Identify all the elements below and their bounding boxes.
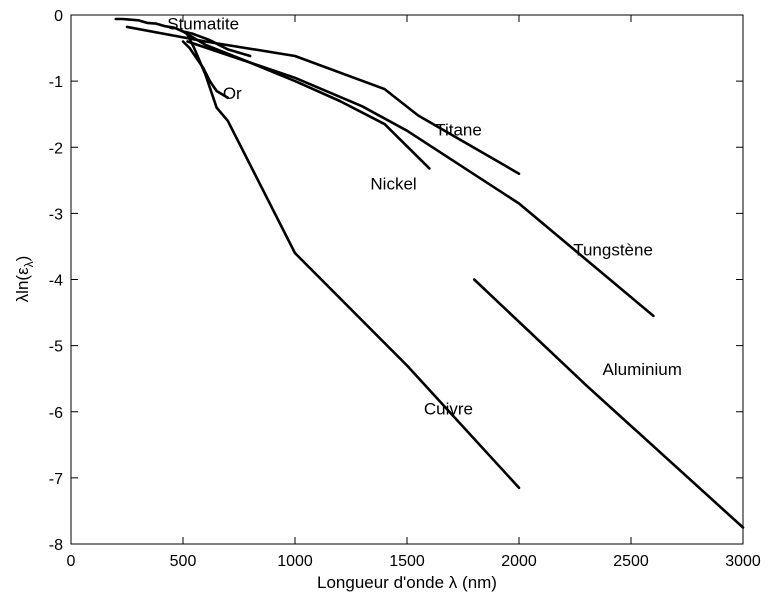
x-axis-title: Longueur d'onde λ (nm) <box>317 573 497 592</box>
y-tick-label: -8 <box>49 537 63 554</box>
y-tick-label: -7 <box>49 471 63 488</box>
series-line-tungstene <box>186 40 655 318</box>
plot-frame <box>70 14 744 545</box>
series-line-cuivre <box>186 33 521 490</box>
x-tick-label: 2500 <box>613 553 649 570</box>
y-tick-label: -6 <box>49 405 63 422</box>
y-tick-label: -5 <box>49 339 63 356</box>
tick-marks <box>70 14 744 545</box>
x-tick-label: 3000 <box>725 553 761 570</box>
series-line-stumatite <box>114 17 252 58</box>
series-label-tungstene: Tungstène <box>573 241 653 260</box>
series-line-nickel <box>181 30 431 170</box>
series-label-aluminium: Aluminium <box>603 360 682 379</box>
y-tick-label: -4 <box>49 273 63 290</box>
series-labels: Stumatite Or Cuivre Nickel Titane Tungstène Al… <box>167 15 682 419</box>
x-tick-label: 0 <box>67 553 76 570</box>
y-tick-label: -3 <box>49 206 63 223</box>
series-label-stumatite: Stumatite <box>167 15 239 34</box>
y-tick-label: -1 <box>49 74 63 91</box>
series-lines <box>114 17 745 529</box>
series-line-aluminium <box>472 278 745 529</box>
x-tick-label: 500 <box>170 553 197 570</box>
series-label-nickel: Nickel <box>370 175 416 194</box>
series-line-titane <box>125 25 521 175</box>
series-label-titane: Titane <box>435 120 482 139</box>
y-tick-label: 0 <box>54 8 63 25</box>
y-axis-title-close: ) <box>13 256 32 262</box>
y-axis-title-subscript: λ <box>22 261 36 267</box>
y-axis-title-main: λln(ε <box>13 267 32 302</box>
tick-labels: 0 500 1000 1500 2000 2500 3000 0 -1 -2 -3 -4 -5 -6 -7 -… <box>49 8 761 570</box>
x-tick-label: 2000 <box>501 553 537 570</box>
x-tick-label: 1500 <box>389 553 425 570</box>
x-tick-label: 1000 <box>277 553 313 570</box>
series-label-or: Or <box>223 84 242 103</box>
y-tick-label: -2 <box>49 140 63 157</box>
series-label-cuivre: Cuivre <box>424 399 473 418</box>
y-axis-title: λln(ελ) <box>13 256 36 303</box>
